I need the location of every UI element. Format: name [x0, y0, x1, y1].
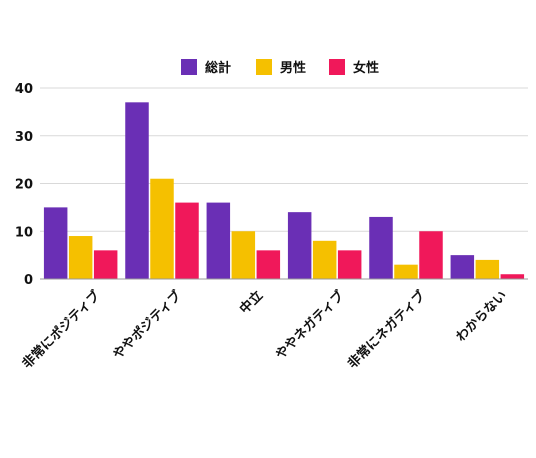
bar-female: [419, 231, 443, 279]
legend-swatch: [256, 59, 272, 75]
bar-total: [287, 212, 312, 279]
x-category-label: ややポジティブ: [110, 288, 185, 363]
bar-male: [231, 231, 256, 279]
x-category-label: わからない: [454, 288, 511, 345]
legend-swatch: [181, 59, 197, 75]
legend-label: 総計: [205, 60, 231, 76]
bar-total: [369, 216, 393, 279]
x-category-label: 非常にポジティブ: [19, 288, 103, 372]
y-tick-label: 20: [15, 178, 33, 193]
y-tick-label: 10: [15, 225, 33, 240]
legend-label: 女性: [353, 60, 379, 76]
bar-male: [150, 178, 174, 279]
y-tick-label: 40: [15, 82, 33, 97]
bar-total: [206, 202, 231, 279]
legend-swatch: [329, 59, 345, 75]
x-category-label: ややネガティブ: [272, 288, 347, 363]
bar-female: [93, 250, 118, 279]
x-category-label: 非常にネガティブ: [345, 288, 429, 372]
x-category-label: 中立: [236, 288, 266, 318]
bar-total: [450, 255, 475, 280]
bar-male: [475, 259, 500, 279]
legend-label: 男性: [280, 60, 306, 76]
bar-male: [312, 240, 337, 279]
y-axis-ticks: 0 10 20 30 40: [15, 82, 33, 288]
legend: 総計 男性 女性: [181, 59, 379, 76]
bar-female: [337, 250, 362, 279]
y-tick-label: 30: [15, 130, 33, 145]
bar-female: [175, 202, 199, 279]
bar-total: [43, 207, 68, 280]
gridlines: [40, 87, 528, 232]
y-tick-label: 0: [24, 273, 33, 288]
bar-male: [68, 236, 93, 279]
bar-female: [256, 250, 281, 279]
bar-total: [125, 102, 149, 279]
bars: [43, 102, 525, 280]
bar-male: [394, 264, 418, 279]
bar-female: [500, 274, 525, 279]
